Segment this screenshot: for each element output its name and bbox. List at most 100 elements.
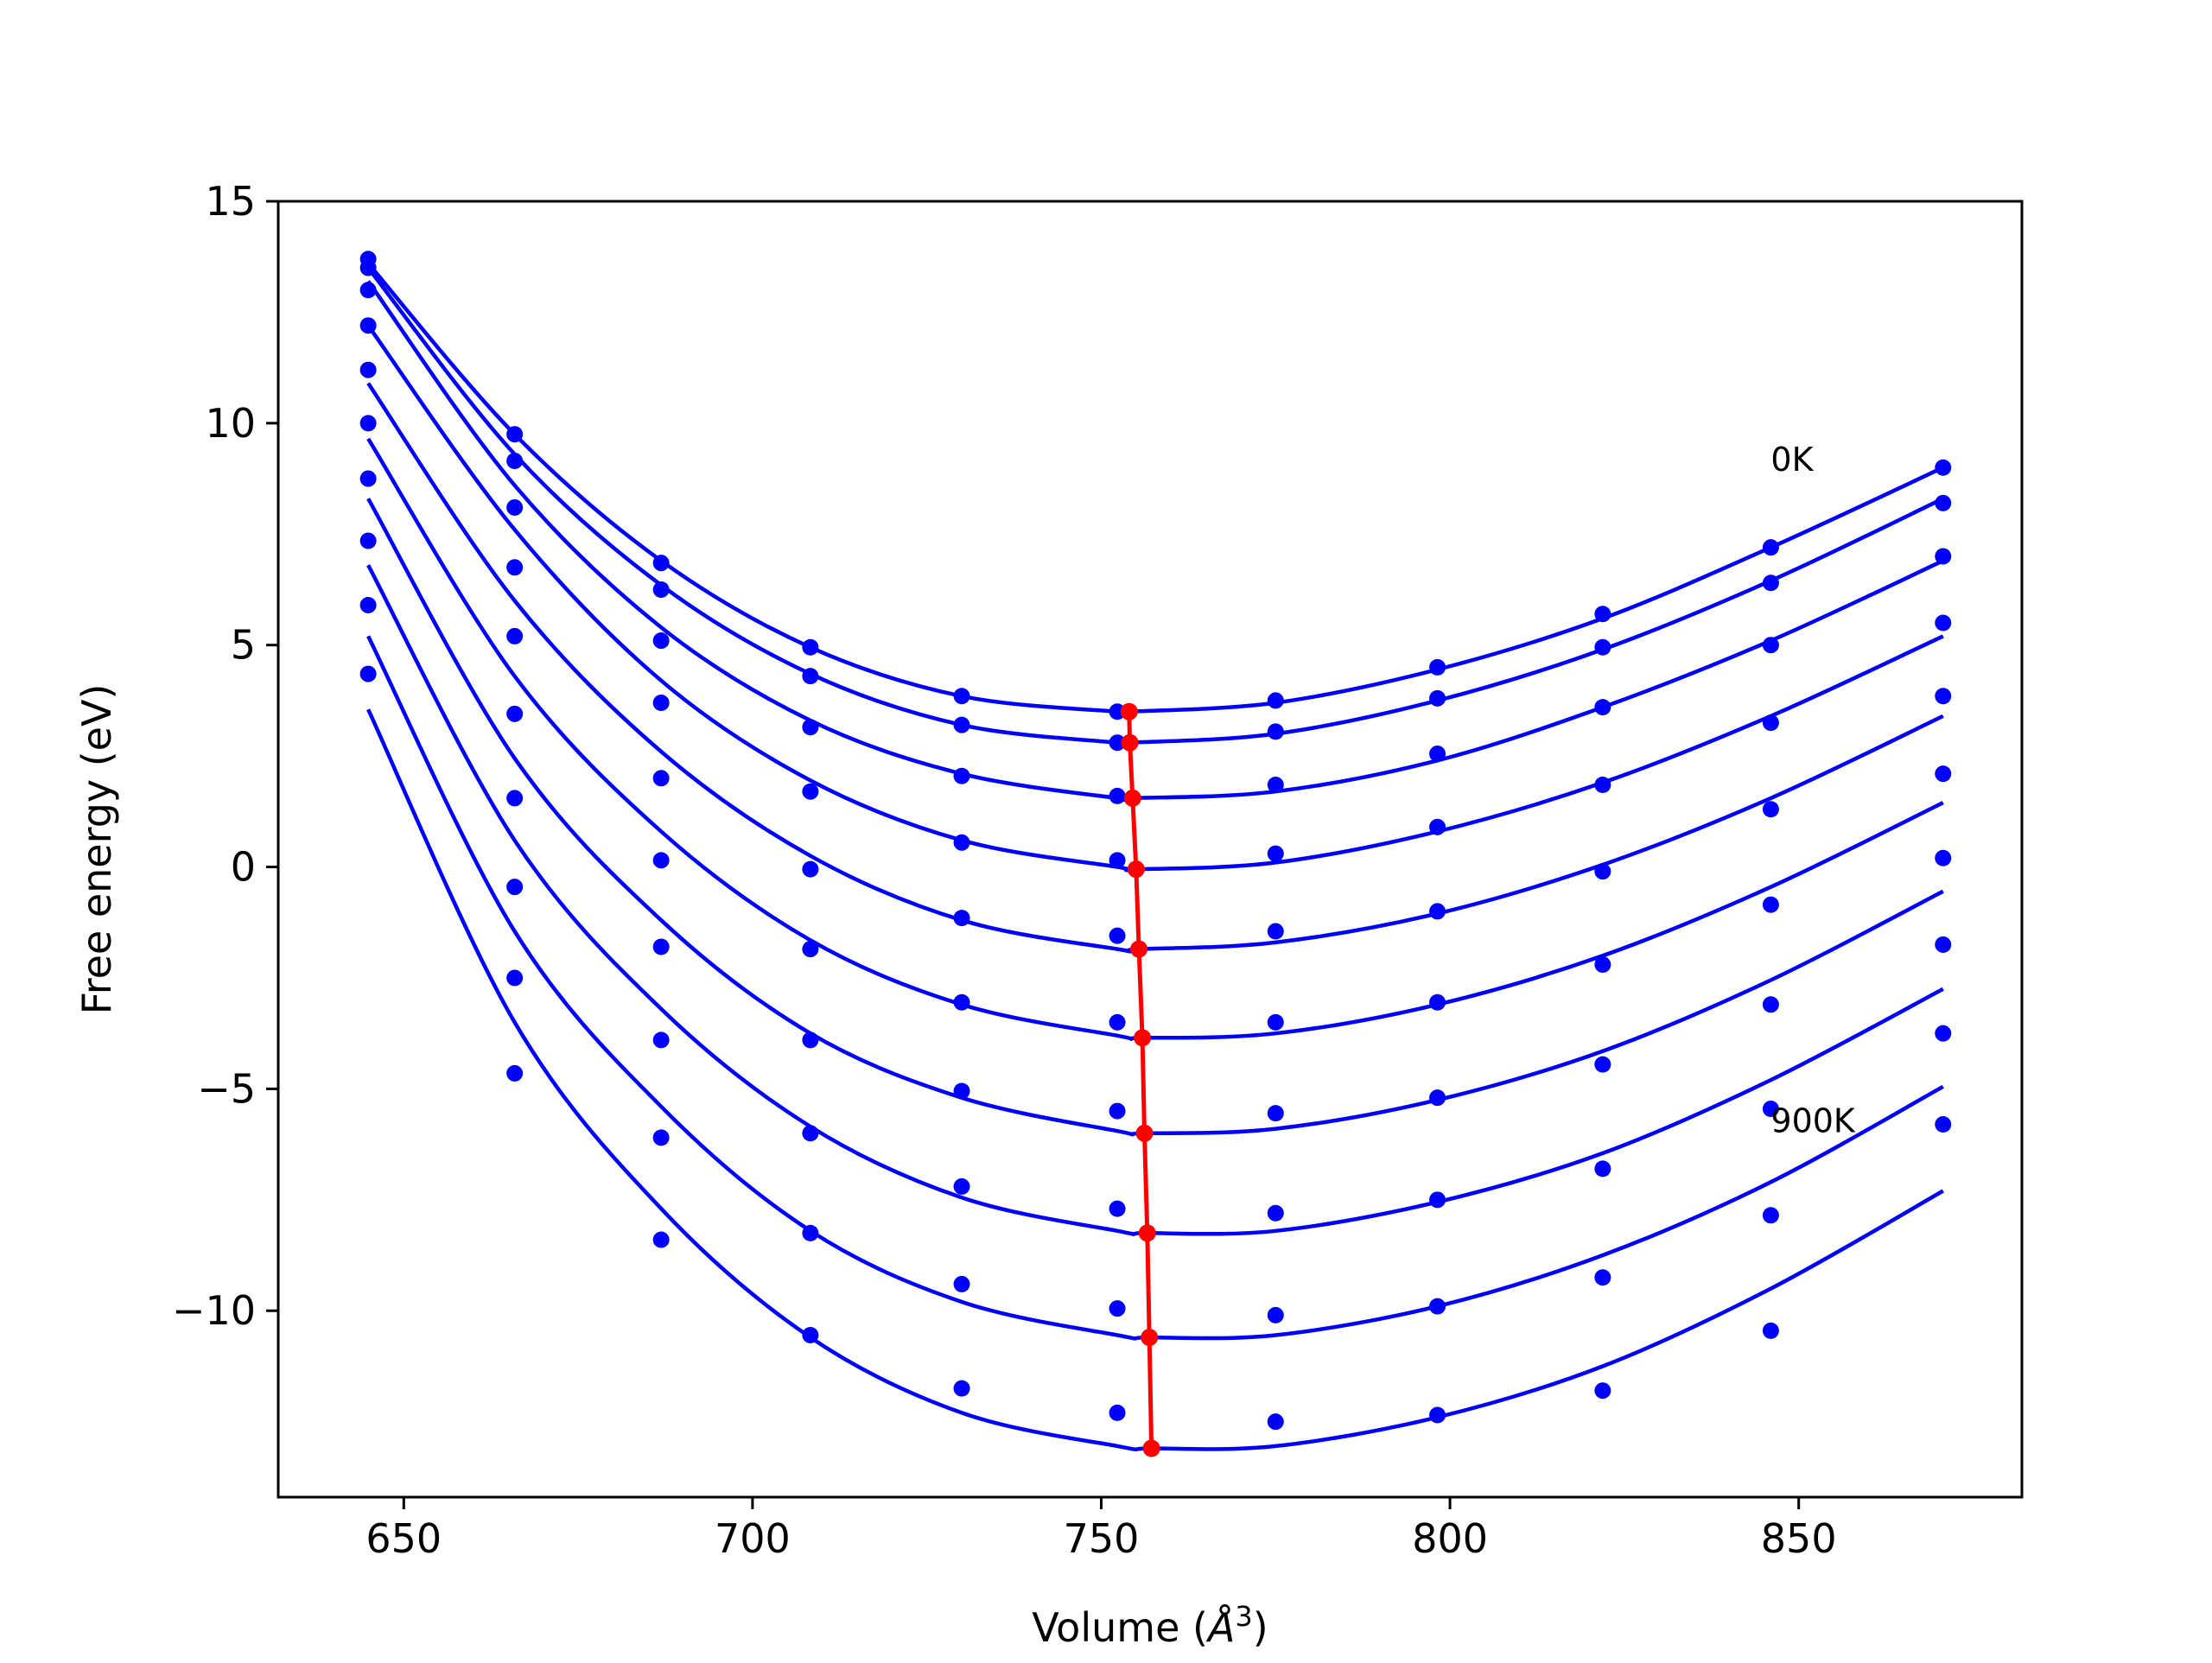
data-point xyxy=(359,532,377,549)
data-point xyxy=(1109,1102,1126,1120)
data-point xyxy=(1935,614,1952,632)
series-9 xyxy=(359,596,1952,1341)
data-point xyxy=(1935,849,1952,866)
data-point xyxy=(652,632,670,650)
minima-layer xyxy=(1120,702,1160,1457)
series-10 xyxy=(359,665,1952,1452)
data-point xyxy=(359,470,377,487)
data-point xyxy=(506,705,524,722)
data-point xyxy=(652,555,670,572)
data-point xyxy=(359,317,377,334)
data-point xyxy=(1594,699,1611,716)
data-point xyxy=(506,627,524,644)
data-point xyxy=(953,1082,970,1100)
data-point xyxy=(506,453,524,470)
y-tick-label: 5 xyxy=(231,622,256,669)
series-6 xyxy=(359,415,1952,1041)
data-point xyxy=(359,282,377,299)
x-tick-label: 750 xyxy=(1064,1515,1140,1562)
y-tick-label: 10 xyxy=(205,400,256,447)
minimum-point xyxy=(1120,702,1138,720)
fit-curve xyxy=(366,382,1944,954)
data-point xyxy=(1109,1404,1126,1421)
data-point xyxy=(802,1224,819,1241)
data-point xyxy=(1429,746,1446,763)
data-point xyxy=(1762,637,1779,654)
data-point xyxy=(1429,1089,1446,1107)
fit-curve xyxy=(366,262,1944,715)
data-point xyxy=(1429,689,1446,707)
data-point xyxy=(953,716,970,733)
series-2 xyxy=(359,259,1952,752)
data-point xyxy=(1594,956,1611,974)
data-point xyxy=(1109,852,1126,869)
data-point xyxy=(1429,818,1446,835)
x-axis-title: Volume (Å3) xyxy=(1032,1600,1268,1651)
minimum-point xyxy=(1138,1224,1156,1242)
data-point xyxy=(802,638,819,656)
data-point xyxy=(1429,993,1446,1011)
fit-curve xyxy=(366,708,1944,1452)
series-3 xyxy=(359,280,1952,804)
fit-curve xyxy=(366,266,1944,746)
data-point xyxy=(506,790,524,807)
data-point xyxy=(1267,923,1284,940)
minima-line xyxy=(1127,711,1154,1449)
data-point xyxy=(1762,1101,1779,1118)
data-point xyxy=(1935,494,1952,511)
annotation-layer: 0K 900K xyxy=(1770,441,1856,1139)
fit-curve xyxy=(366,564,1944,1236)
data-point xyxy=(1762,714,1779,732)
data-point xyxy=(802,1327,819,1343)
data-point xyxy=(802,668,819,685)
data-point xyxy=(359,596,377,613)
data-point xyxy=(1594,638,1611,656)
y-tick-label: 15 xyxy=(205,178,256,225)
minimum-point xyxy=(1130,940,1148,958)
data-point xyxy=(1935,548,1952,565)
minimum-point xyxy=(1141,1329,1159,1347)
data-point xyxy=(1109,734,1126,752)
data-point xyxy=(359,361,377,378)
data-point xyxy=(1935,459,1952,476)
data-point xyxy=(1594,1160,1611,1177)
x-tick-label: 850 xyxy=(1761,1515,1837,1562)
data-point xyxy=(652,581,670,598)
annotation-label: 900K xyxy=(1770,1101,1856,1139)
data-point xyxy=(359,415,377,432)
data-point xyxy=(1267,1013,1284,1031)
data-point xyxy=(1267,1105,1284,1122)
data-point xyxy=(953,688,970,705)
data-point xyxy=(359,259,377,276)
data-point xyxy=(953,834,970,851)
series-1 xyxy=(359,251,1952,720)
data-point xyxy=(506,969,524,987)
data-point xyxy=(1429,1298,1446,1315)
fit-curve xyxy=(366,324,1944,873)
data-point xyxy=(953,1177,970,1195)
y-tick-label: −10 xyxy=(172,1287,256,1334)
data-point xyxy=(1267,1204,1284,1222)
annotation-label: 0K xyxy=(1770,441,1814,479)
series-8 xyxy=(359,532,1952,1236)
x-tick-label: 650 xyxy=(365,1515,442,1562)
data-point xyxy=(652,1129,670,1146)
minimum-point xyxy=(1123,789,1141,807)
data-point xyxy=(1267,845,1284,862)
minimum-point xyxy=(1134,1029,1152,1047)
x-tick-label: 800 xyxy=(1412,1515,1488,1562)
data-point xyxy=(802,1125,819,1142)
data-point xyxy=(1109,927,1126,944)
data-point xyxy=(1935,1115,1952,1133)
data-point xyxy=(953,1380,970,1397)
series-layer xyxy=(359,251,1952,1452)
data-point xyxy=(1762,539,1779,556)
data-point xyxy=(802,941,819,958)
data-point xyxy=(506,559,524,576)
data-point xyxy=(802,860,819,878)
data-point xyxy=(1109,1013,1126,1031)
data-point xyxy=(1762,801,1779,818)
minimum-point xyxy=(1127,860,1145,879)
